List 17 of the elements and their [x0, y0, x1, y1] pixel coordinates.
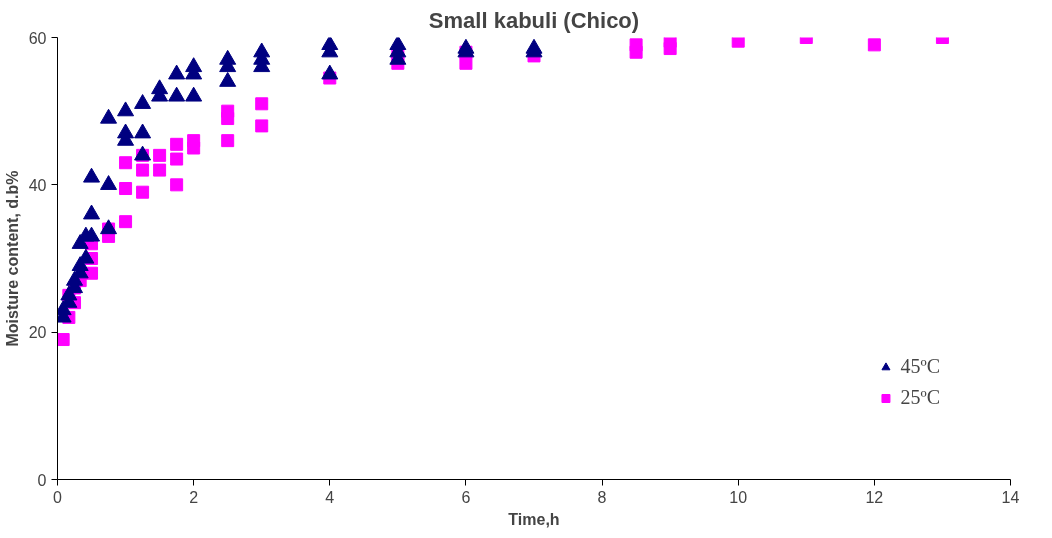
x-tick-label: 10: [729, 488, 748, 506]
chart-title: Small kabuli (Chico): [428, 7, 640, 33]
y-tick-label: 20: [28, 324, 47, 342]
x-tick-label: 6: [461, 488, 471, 506]
y-tick-label: 40: [28, 176, 47, 194]
y-tick-label: 60: [28, 29, 47, 47]
x-tick-label: 12: [865, 488, 884, 506]
x-tick-label: 4: [325, 488, 335, 506]
x-tick-label: 8: [597, 488, 607, 506]
x-tick-label: 0: [53, 488, 63, 506]
legend-label: 25ºC: [900, 386, 940, 409]
x-tick-label: 14: [1001, 488, 1020, 506]
y-tick-label: 0: [37, 471, 47, 489]
x-tick-label: 2: [189, 488, 199, 506]
x-axis-title: Time,h: [508, 510, 560, 528]
y-axis-title: Moisture content, d.b%: [3, 170, 21, 347]
legend-label: 45ºC: [900, 355, 940, 378]
